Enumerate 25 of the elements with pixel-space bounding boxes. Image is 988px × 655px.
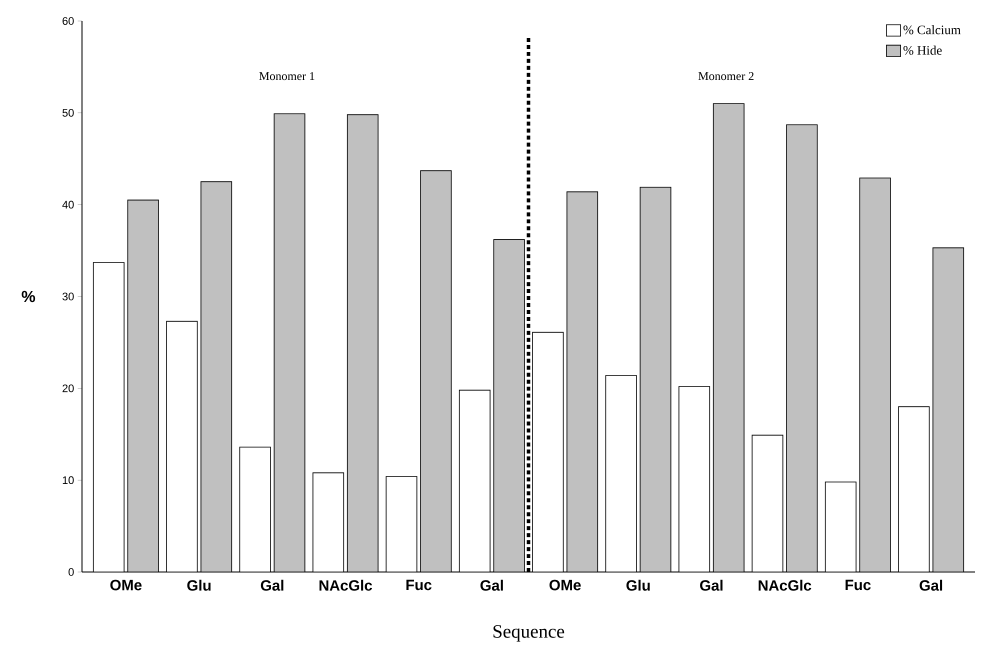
x-tick-label: NAcGlc [320,580,372,591]
x-tick-label: Gal [920,580,942,591]
legend-label: % Hide [903,46,942,55]
x-tick-label: NAcGlc [758,580,812,591]
annotation: Monomer 2 [698,72,754,80]
y-tick-label: 30 [62,292,74,300]
y-tick-label: 0 [68,568,74,576]
y-axis-title: % [22,290,36,302]
x-tick-label: Fuc [406,580,432,590]
x-tick-label: Glu [626,580,650,591]
x-axis-title: Sequence [494,625,564,642]
x-tick-label: Gal [260,580,284,591]
legend-label: % Calcium [903,25,961,34]
x-tick-label: Gal [480,580,503,591]
y-tick-label: 40 [62,200,74,209]
y-tick-label: 20 [62,384,74,392]
x-tick-label: OMe [550,580,581,590]
x-tick-label: Gal [700,580,722,591]
x-tick-label: Fuc [846,580,871,590]
x-tick-label: Glu [187,580,211,591]
y-tick-label: 50 [62,108,74,117]
x-tick-label: OMe [110,580,142,590]
annotation: Monomer 1 [259,72,314,80]
y-tick-label: 60 [62,17,74,25]
y-tick-label: 10 [62,476,74,484]
